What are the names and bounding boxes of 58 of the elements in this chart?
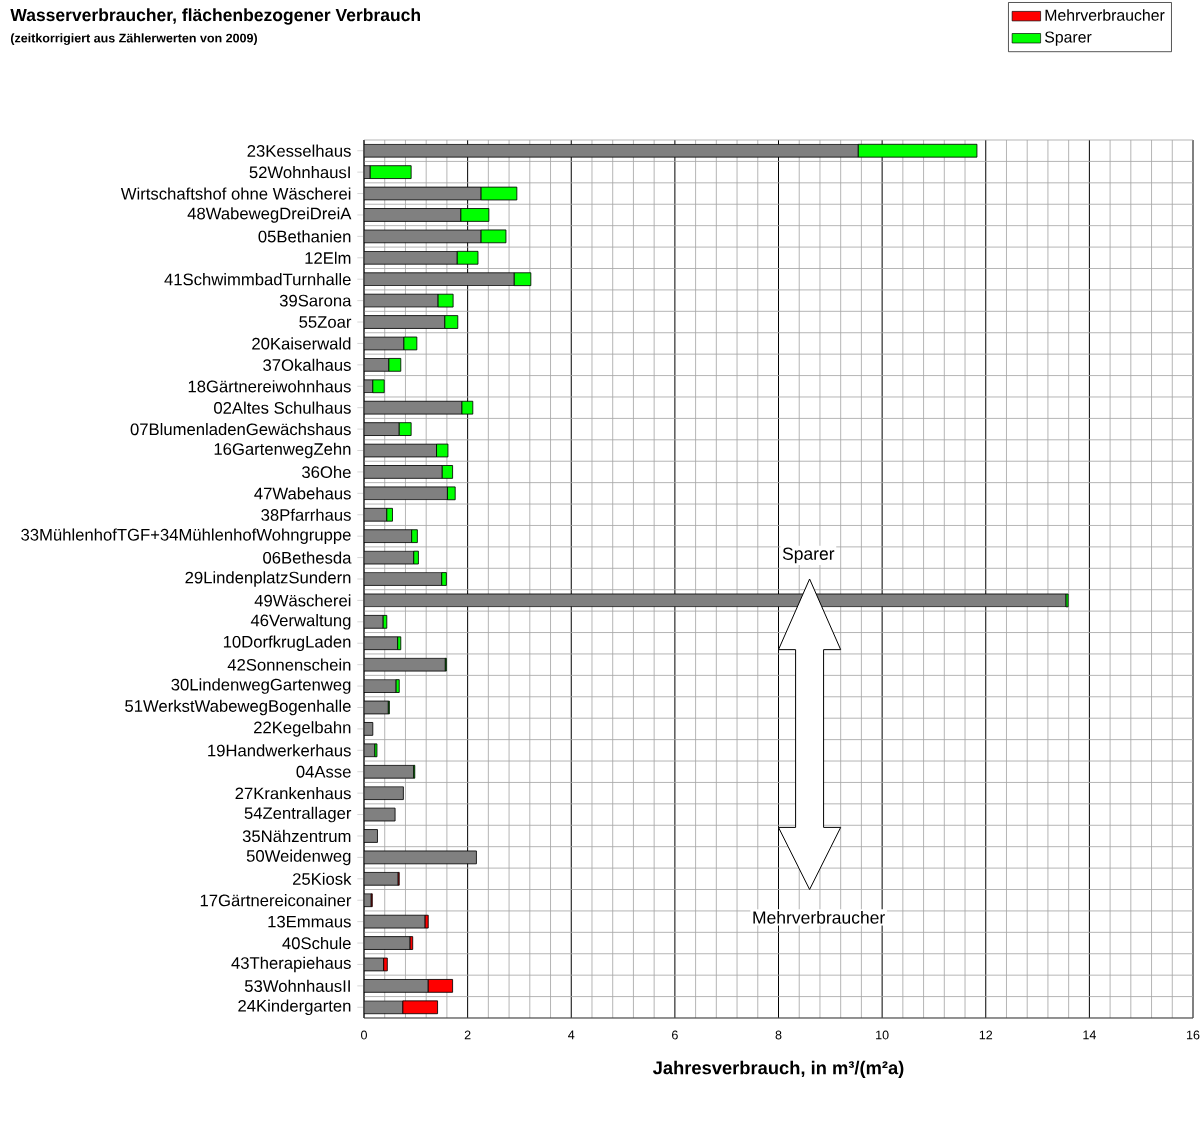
y-tick-label: 19Handwerkerhaus bbox=[208, 744, 351, 757]
x-tick-label: 0 bbox=[361, 1030, 367, 1040]
x-tick-label: 4 bbox=[568, 1030, 575, 1040]
y-tick-label: 47Wabehaus bbox=[254, 487, 351, 500]
y-tick-label: 13Emmaus bbox=[268, 915, 351, 928]
bar bbox=[369, 165, 412, 179]
y-tick-label: 52WohnhausI bbox=[249, 166, 350, 179]
x-tick-label: 10 bbox=[876, 1030, 889, 1040]
y-tick-label: 46Verwaltung bbox=[250, 614, 351, 630]
y-tick-label: 41SchwimmbadTurnhalle bbox=[164, 273, 351, 286]
y-tick-label: 16GartenwegZehn bbox=[214, 442, 351, 459]
y-tick-label: 48WabewegDreiDreiA bbox=[187, 207, 352, 223]
y-tick-label: 27Krankenhaus bbox=[235, 787, 351, 800]
y-tick-label: 04Asse bbox=[296, 765, 351, 778]
x-tick-label: 12 bbox=[979, 1030, 993, 1040]
y-tick-label: 22Kegelbahn bbox=[254, 721, 351, 737]
legend-label: Mehrverbraucher bbox=[1045, 9, 1165, 21]
x-tick-label: 6 bbox=[672, 1030, 678, 1040]
y-tick-label: 05Bethanien bbox=[258, 230, 351, 243]
y-tick-label: 39Sarona bbox=[279, 294, 352, 307]
y-tick-label: 43Therapiehaus bbox=[231, 956, 351, 973]
y-tick-label: 38Pfarrhaus bbox=[261, 508, 351, 521]
y-tick-label: 29LindenplatzSundern bbox=[185, 571, 351, 587]
x-axis-title: Jahresverbrauch, in m³/(m²a) bbox=[652, 1060, 904, 1078]
y-tick-label: 49Wäscherei bbox=[254, 594, 351, 607]
y-tick-label: 51WerkstWabewegBogenhalle bbox=[125, 699, 351, 716]
y-tick-label: 50Weidenweg bbox=[246, 849, 351, 866]
x-tick-label: 8 bbox=[775, 1030, 782, 1040]
y-tick-label: 02Altes Schulhaus bbox=[214, 401, 351, 414]
y-tick-label: 54Zentrallager bbox=[244, 806, 352, 823]
y-tick-label: 20Kaiserwald bbox=[252, 337, 351, 350]
x-tick-label: 2 bbox=[464, 1030, 471, 1040]
y-tick-label: 35Nähzentrum bbox=[242, 829, 351, 843]
y-tick-label: 53WohnhausII bbox=[244, 979, 350, 992]
y-tick-label: Wirtschaftshof ohne Wäscherei bbox=[120, 187, 351, 200]
y-tick-label: 10DorfkrugLaden bbox=[223, 635, 351, 651]
y-tick-label: 33MühlenhofTGF+34MühlenhofWohngruppe bbox=[21, 528, 351, 544]
y-tick-label: 18Gärtnereiwohnhaus bbox=[188, 380, 351, 393]
text: Wasserverbraucher, flächenbezogener Verbrauch bbox=[10, 8, 420, 25]
y-tick-label: 25Kiosk bbox=[292, 872, 352, 885]
legend-label: Sparer bbox=[1044, 31, 1092, 46]
text: (zeitkorrigiert aus Zählerwerten von 2009) bbox=[10, 33, 257, 46]
y-tick-label: 23Kesselhaus bbox=[247, 144, 351, 157]
y-tick-label: 24Kindergarten bbox=[238, 999, 351, 1016]
x-tick-label: 14 bbox=[1083, 1030, 1096, 1040]
y-tick-label: 12Elm bbox=[305, 251, 351, 264]
x-tick-label: 16 bbox=[1186, 1030, 1200, 1040]
y-tick-label: 06Bethesda bbox=[263, 551, 352, 564]
y-tick-label: 40Schule bbox=[282, 936, 351, 950]
annotation: Sparer bbox=[782, 547, 835, 564]
y-tick-label: 17Gärtnereiconainer bbox=[200, 894, 352, 907]
y-tick-label: 36Ohe bbox=[302, 465, 351, 479]
y-tick-label: 55Zoar bbox=[299, 316, 352, 328]
y-tick-label: 37Okalhaus bbox=[263, 358, 351, 371]
y-tick-label: 42Sonnenschein bbox=[227, 658, 351, 671]
annotation: Mehrverbraucher bbox=[753, 910, 885, 924]
y-tick-label: 30LindenwegGartenweg bbox=[171, 678, 351, 694]
y-tick-label: 07BlumenladenGewächshaus bbox=[130, 422, 351, 436]
